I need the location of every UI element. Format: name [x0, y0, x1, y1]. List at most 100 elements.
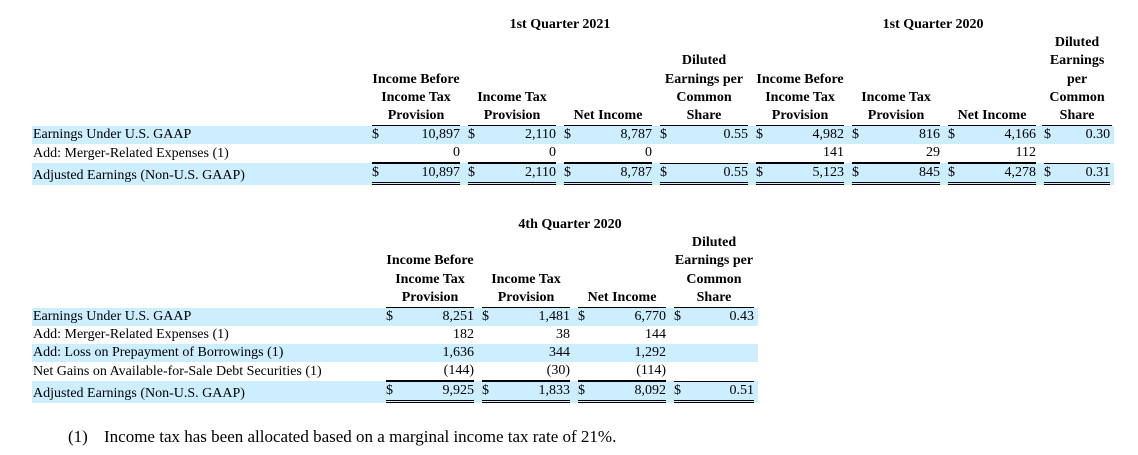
value-cell: [1040, 144, 1114, 163]
currency-symbol: $: [1044, 165, 1052, 181]
currency-symbol: $: [564, 165, 571, 181]
value-cell: (30): [478, 362, 574, 382]
amount-value: 4,278: [1004, 165, 1037, 181]
value-cell: 112: [944, 144, 1040, 164]
amount-value: 8,092: [634, 383, 667, 399]
value-cell: $8,092: [574, 381, 670, 404]
value-cell: $2,110: [464, 126, 560, 145]
value-cell: $816: [848, 126, 945, 145]
currency-symbol: $: [372, 165, 379, 181]
amount-value: (30): [546, 363, 570, 379]
footnote-marker: (1): [68, 427, 88, 446]
amount-value: 0.51: [729, 383, 755, 399]
amount-value: 4,166: [1004, 127, 1037, 143]
value-cell: (144): [382, 362, 478, 382]
value-cell: 29: [848, 144, 944, 164]
currency-symbol: $: [674, 309, 681, 325]
row-label: Adjusted Earnings (Non-U.S. GAAP): [32, 381, 382, 404]
footnote: (1) Income tax has been allocated based o…: [68, 427, 616, 447]
amount-value: 0.43: [729, 309, 755, 325]
amount-value: 6,770: [634, 309, 667, 325]
row-label: Add: Loss on Prepayment of Borrowings (1…: [32, 344, 382, 363]
value-cell: 344: [478, 344, 574, 363]
column-header: Income Tax Provision: [478, 234, 574, 309]
value-cell: $0.55: [656, 126, 753, 145]
currency-symbol: $: [756, 165, 764, 181]
column-header: Income Before Income Tax Provision: [752, 34, 848, 127]
table-row: Adjusted Earnings (Non-U.S. GAAP) $10,897…: [32, 163, 1115, 186]
amount-value: 0.31: [1085, 165, 1111, 181]
amount-value: 141: [823, 145, 845, 161]
column-header: Net Income: [574, 234, 670, 309]
value-cell: $4,278: [944, 163, 1041, 186]
amount-value: 1,636: [442, 345, 475, 361]
currency-symbol: $: [372, 127, 379, 143]
period-heading-q1-2020: 1st Quarter 2020: [882, 17, 984, 32]
amount-value: 0.55: [723, 127, 749, 143]
row-label: Earnings Under U.S. GAAP: [32, 126, 368, 145]
row-label: Adjusted Earnings (Non-U.S. GAAP): [32, 163, 368, 186]
column-header: Diluted Earnings per Common Share: [670, 234, 758, 309]
currency-symbol: $: [674, 383, 681, 399]
amount-value: 8,251: [442, 309, 475, 325]
value-cell: $5,123: [752, 163, 849, 186]
value-cell: $2,110: [464, 163, 560, 186]
currency-symbol: $: [948, 127, 956, 143]
spacer-cell: [32, 34, 368, 126]
period-heading-q1-2021: 1st Quarter 2021: [509, 17, 611, 32]
value-cell: $8,787: [560, 163, 656, 186]
currency-symbol: $: [482, 383, 489, 399]
row-label: Earnings Under U.S. GAAP: [32, 308, 382, 327]
amount-value: 4,982: [812, 127, 845, 143]
value-cell: $0.51: [670, 381, 758, 404]
value-cell: [670, 344, 758, 363]
amount-value: 0.30: [1085, 127, 1111, 143]
value-cell: [670, 362, 758, 381]
value-cell: $0.43: [670, 308, 758, 327]
currency-symbol: $: [482, 309, 489, 325]
currency-symbol: $: [852, 165, 860, 181]
amount-value: 0: [645, 145, 652, 161]
column-header: Income Before Income Tax Provision: [368, 34, 464, 127]
value-cell: $0.55: [656, 163, 753, 186]
value-cell: 1,292: [574, 344, 670, 363]
value-cell: $4,982: [752, 126, 849, 145]
amount-value: 1,833: [538, 383, 571, 399]
currency-symbol: $: [852, 127, 860, 143]
value-cell: [656, 144, 752, 163]
row-label: Add: Merger-Related Expenses (1): [33, 146, 229, 162]
currency-symbol: $: [386, 383, 393, 399]
quarterly-reconciliation-table-2021-2020: 1st Quarter 2021 1st Quarter 2020 Income…: [32, 14, 1115, 186]
amount-value: 10,897: [421, 165, 461, 181]
amount-value: 10,897: [421, 127, 461, 143]
value-cell: $4,166: [944, 126, 1041, 145]
currency-symbol: $: [468, 165, 475, 181]
amount-value: 2,110: [525, 127, 556, 143]
amount-value: 9,925: [442, 383, 475, 399]
amount-value: (114): [636, 363, 666, 379]
amount-value: 816: [919, 127, 941, 143]
value-cell: 0: [560, 144, 656, 164]
amount-value: 38: [556, 327, 570, 343]
table-row: Earnings Under U.S. GAAP $8,251 $1,481 $6,7…: [32, 308, 758, 327]
value-cell: $10,897: [368, 163, 464, 186]
spacer-cell: [32, 214, 382, 234]
column-header: Net Income: [560, 34, 656, 127]
value-cell: 182: [382, 326, 478, 344]
period-heading-q4-2020: 4th Quarter 2020: [518, 217, 622, 232]
amount-value: 0: [453, 145, 460, 161]
amount-value: 1,292: [634, 345, 667, 361]
currency-symbol: $: [1044, 127, 1052, 143]
table-row: Net Gains on Available-for-Sale Debt Sec…: [32, 362, 758, 382]
amount-value: 2,110: [525, 165, 556, 181]
value-cell: $8,787: [560, 126, 656, 145]
currency-symbol: $: [386, 309, 393, 325]
value-cell: $8,251: [382, 308, 478, 327]
column-header: Diluted Earnings per Common Share: [656, 34, 752, 127]
currency-symbol: $: [578, 383, 585, 399]
table-row: Add: Loss on Prepayment of Borrowings (1…: [32, 344, 758, 363]
amount-value: 0: [549, 145, 556, 161]
currency-symbol: $: [660, 165, 667, 181]
currency-symbol: $: [468, 127, 475, 143]
amount-value: 29: [926, 145, 941, 161]
